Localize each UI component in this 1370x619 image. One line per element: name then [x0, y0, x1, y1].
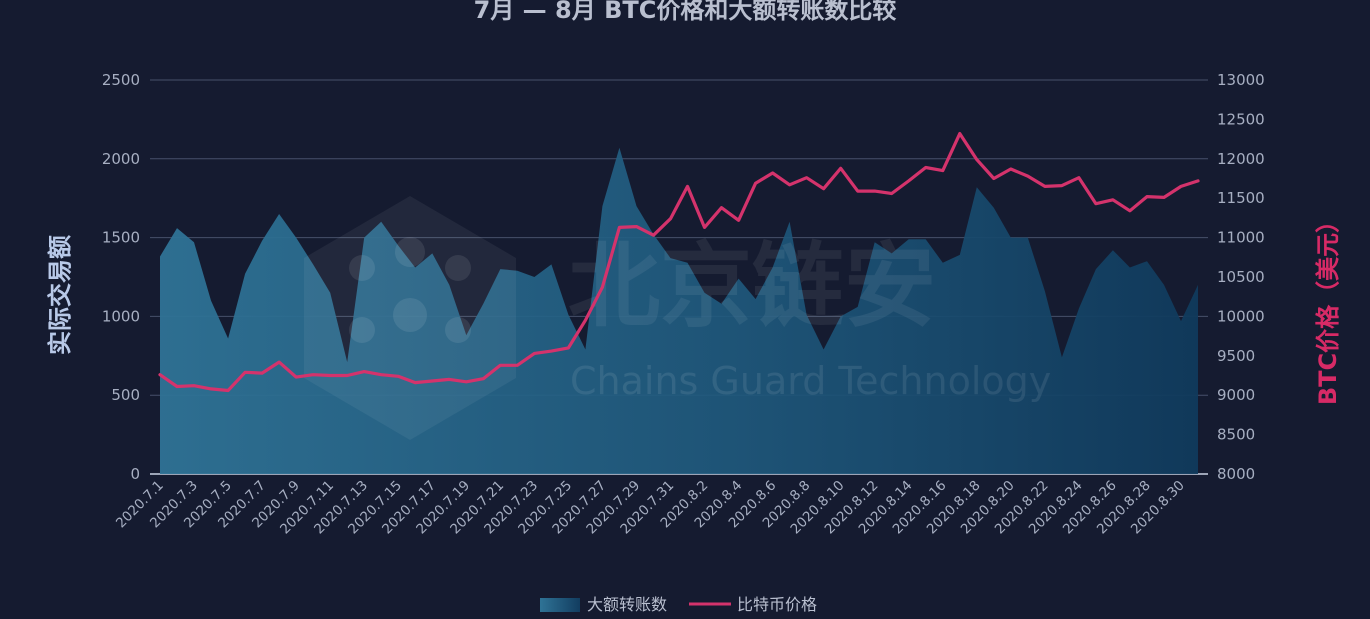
watermark-cn-text: 北京链安	[568, 233, 936, 340]
watermark-node-icon	[445, 317, 471, 343]
right-tick-label: 9500	[1217, 347, 1255, 365]
legend-swatch-area	[540, 598, 580, 612]
x-axis-ticks: 2020.7.12020.7.32020.7.52020.7.72020.7.9…	[113, 478, 1188, 538]
legend-label-line: 比特币价格	[737, 595, 817, 614]
left-tick-label: 1500	[102, 229, 140, 247]
legend-label-area: 大额转账数	[587, 595, 667, 614]
right-tick-label: 10500	[1217, 268, 1265, 286]
btc-price-line	[158, 132, 1200, 393]
right-axis-title: BTC价格（美元）	[1314, 209, 1342, 405]
left-tick-label: 0	[130, 465, 140, 483]
right-tick-label: 8000	[1217, 465, 1255, 483]
left-tick-label: 500	[111, 386, 140, 404]
right-tick-label: 13000	[1217, 71, 1265, 89]
right-tick-label: 12500	[1217, 110, 1265, 128]
right-axis-ticks: 8000 8500 9000 9500 10000 10500 11000 11500 1200…	[1217, 71, 1265, 483]
right-tick-label: 11500	[1217, 189, 1265, 207]
left-tick-label: 2500	[102, 71, 140, 89]
left-axis-ticks: 0 500 1000 1500 2000 2500	[102, 71, 140, 483]
transfer-count-area	[160, 147, 1198, 475]
watermark-node-icon	[393, 298, 427, 332]
left-tick-label: 2000	[102, 150, 140, 168]
watermark-node-icon	[349, 317, 375, 343]
right-tick-label: 10000	[1217, 307, 1265, 325]
chart-title: 7月 — 8月 BTC价格和大额转账数比较	[474, 0, 897, 24]
right-tick-label: 8500	[1217, 426, 1255, 444]
right-tick-label: 11000	[1217, 229, 1265, 247]
left-tick-label: 1000	[102, 307, 140, 325]
watermark: 北京链安 Chains Guard Technology	[304, 196, 1051, 440]
legend: 大额转账数 比特币价格	[540, 595, 817, 614]
watermark-hexagon-icon	[304, 196, 516, 440]
watermark-en-text: Chains Guard Technology	[570, 359, 1051, 403]
watermark-node-icon	[395, 237, 425, 267]
area-series-path	[160, 147, 1198, 475]
right-tick-label: 9000	[1217, 386, 1255, 404]
line-series-path	[158, 132, 1200, 393]
right-tick-label: 12000	[1217, 150, 1265, 168]
left-axis-title: 实际交易额	[46, 235, 74, 355]
watermark-node-icon	[349, 255, 375, 281]
watermark-node-icon	[445, 255, 471, 281]
